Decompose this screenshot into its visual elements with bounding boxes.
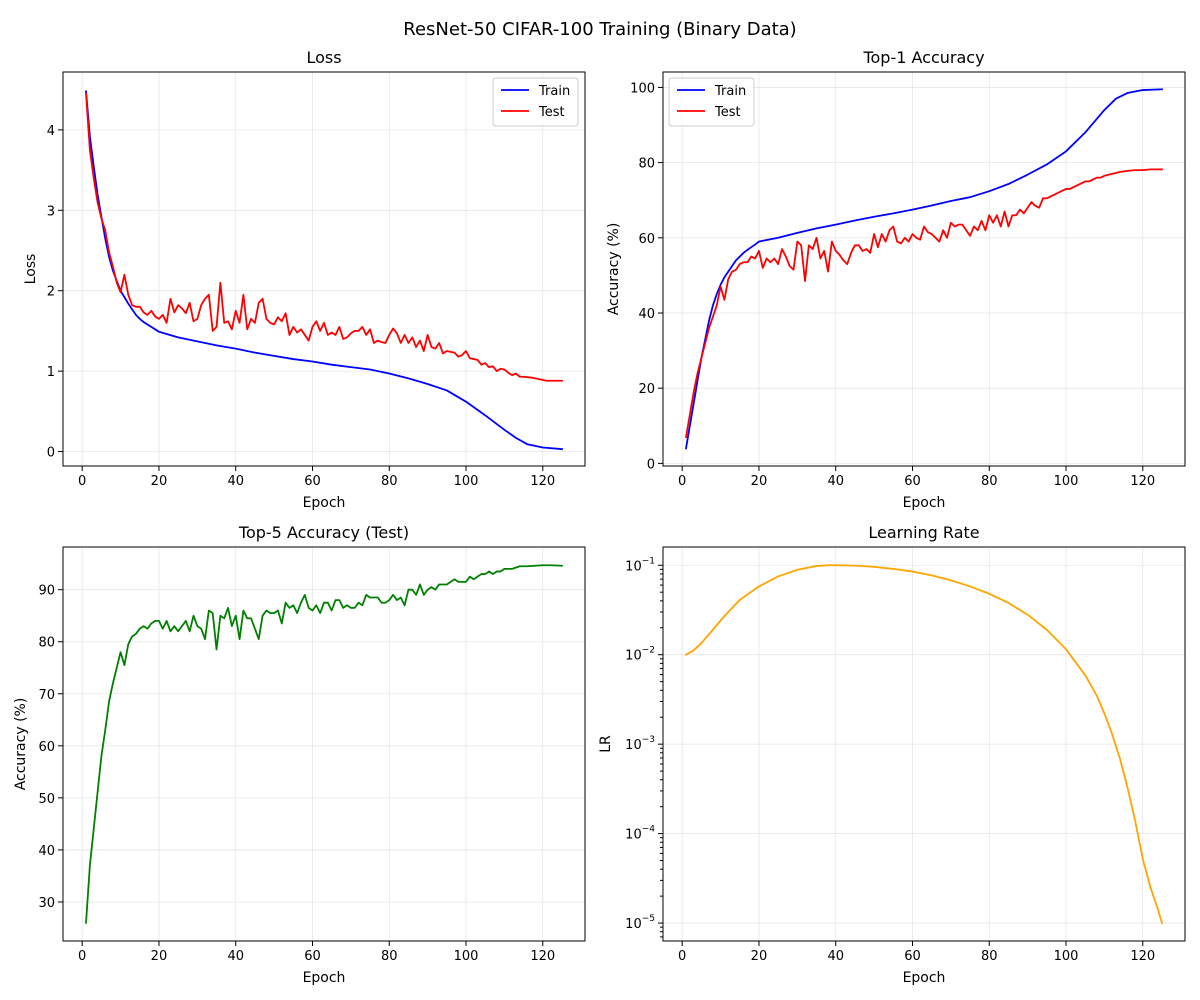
y-tick-label: 60	[38, 740, 55, 755]
loss-legend: Train Test	[492, 77, 579, 127]
y-tick-label: 0	[647, 457, 655, 472]
loss-ticks: 0 20 40 60 80 100 120 0 1 2 3 4	[47, 124, 555, 489]
x-tick-label: 40	[827, 949, 844, 964]
x-tick-label: 60	[304, 949, 321, 964]
y-tick-label: 40	[38, 844, 55, 859]
y-tick-label: 1	[47, 365, 55, 380]
y-tick-label: 10−4	[625, 825, 655, 843]
top1-legend: Train Test	[668, 77, 755, 127]
x-tick-label: 120	[1130, 949, 1155, 964]
y-tick-label: 30	[38, 896, 55, 911]
x-tick-label: 20	[751, 474, 768, 489]
lr-ticks: 0 20 40 60 80 100 120 10−5 10−4 10−3 10−2 10−1	[625, 556, 1155, 964]
lr-title: Learning Rate	[868, 523, 979, 542]
train-series-line	[85, 90, 563, 451]
x-tick-label: 40	[227, 474, 244, 489]
loss-title: Loss	[306, 48, 341, 67]
y-tick-label: 100	[630, 81, 655, 96]
lr-grid	[663, 547, 1185, 941]
top5-ticks: 0 20 40 60 80 100 120 30 40 50 60 70 80 90	[38, 584, 555, 964]
top5-title: Top-5 Accuracy (Test)	[238, 523, 409, 542]
loss-y-axis-label: Loss	[23, 254, 39, 285]
top1-x-axis-label: Epoch	[903, 495, 946, 511]
top1-lines	[684, 88, 1163, 450]
x-tick-label: 0	[678, 474, 686, 489]
train-series-line	[684, 88, 1163, 450]
top5-lines	[85, 564, 563, 924]
test-series-line	[85, 92, 563, 382]
top1-title: Top-1 Accuracy	[862, 48, 984, 67]
lr-panel: Learning Rate Epoch LR 0 20 40 60 80 100 120 10…	[598, 523, 1186, 986]
x-tick-label: 0	[78, 949, 86, 964]
y-tick-label: 40	[638, 307, 655, 322]
y-tick-label: 80	[38, 636, 55, 651]
x-tick-label: 100	[1054, 474, 1079, 489]
x-tick-label: 0	[678, 949, 686, 964]
top5-series-line	[85, 564, 563, 924]
test-series-line	[684, 168, 1163, 439]
legend-label-test: Test	[714, 105, 741, 120]
x-tick-label: 80	[381, 474, 398, 489]
top1-plot-frame	[662, 71, 1186, 467]
y-tick-label: 10−3	[625, 735, 655, 753]
figure-title: ResNet-50 CIFAR-100 Training (Binary Dat…	[403, 19, 796, 40]
x-tick-label: 20	[151, 474, 168, 489]
x-tick-label: 120	[530, 474, 555, 489]
y-tick-label: 2	[47, 285, 55, 300]
y-tick-label: 20	[638, 382, 655, 397]
y-tick-label: 90	[38, 584, 55, 599]
legend-label-test: Test	[538, 105, 565, 120]
y-tick-label: 80	[638, 157, 655, 172]
top5-x-axis-label: Epoch	[303, 970, 346, 986]
y-tick-label: 50	[38, 792, 55, 807]
top1-grid	[663, 72, 1185, 466]
x-tick-label: 20	[751, 949, 768, 964]
x-tick-label: 120	[530, 949, 555, 964]
y-tick-label: 70	[38, 688, 55, 703]
loss-lines	[85, 90, 563, 451]
top5-y-axis-label: Accuracy (%)	[13, 698, 29, 791]
x-tick-label: 40	[827, 474, 844, 489]
top1-y-axis-label: Accuracy (%)	[606, 223, 622, 316]
loss-x-axis-label: Epoch	[303, 495, 346, 511]
x-tick-label: 100	[454, 949, 479, 964]
legend-label-train: Train	[538, 84, 570, 99]
x-tick-label: 80	[981, 474, 998, 489]
y-tick-label: 3	[47, 204, 55, 219]
top5-grid	[63, 547, 585, 941]
x-tick-label: 80	[381, 949, 398, 964]
y-tick-label: 4	[47, 124, 55, 139]
lr-x-axis-label: Epoch	[903, 970, 946, 986]
legend-label-train: Train	[714, 84, 746, 99]
x-tick-label: 0	[78, 474, 86, 489]
x-tick-label: 40	[227, 949, 244, 964]
x-tick-label: 100	[454, 474, 479, 489]
loss-panel: Loss Epoch Loss 0 20 40 60 80 100 120 0 1 2 3 4 Tra…	[23, 48, 586, 511]
x-tick-label: 20	[151, 949, 168, 964]
x-tick-label: 60	[304, 474, 321, 489]
top1-panel: Top-1 Accuracy Epoch Accuracy (%) 0 20 40 6…	[606, 48, 1186, 511]
lr-series-line	[684, 564, 1164, 925]
lr-y-axis-label: LR	[598, 735, 614, 753]
x-tick-label: 60	[904, 474, 921, 489]
loss-grid	[63, 72, 585, 466]
top5-plot-frame	[62, 546, 586, 942]
x-tick-label: 60	[904, 949, 921, 964]
y-tick-label: 10−1	[625, 556, 655, 574]
loss-plot-frame	[62, 71, 586, 467]
lr-lines	[684, 564, 1164, 925]
top1-ticks: 0 20 40 60 80 100 120 0 20 40 60 80 100	[630, 81, 1155, 489]
y-tick-label: 10−2	[625, 646, 655, 664]
top5-panel: Top-5 Accuracy (Test) Epoch Accuracy (%)…	[13, 523, 586, 986]
x-tick-label: 100	[1054, 949, 1079, 964]
y-tick-label: 0	[47, 446, 55, 461]
x-tick-label: 80	[981, 949, 998, 964]
y-tick-label: 60	[638, 232, 655, 247]
x-tick-label: 120	[1130, 474, 1155, 489]
y-tick-label: 10−5	[625, 914, 655, 932]
